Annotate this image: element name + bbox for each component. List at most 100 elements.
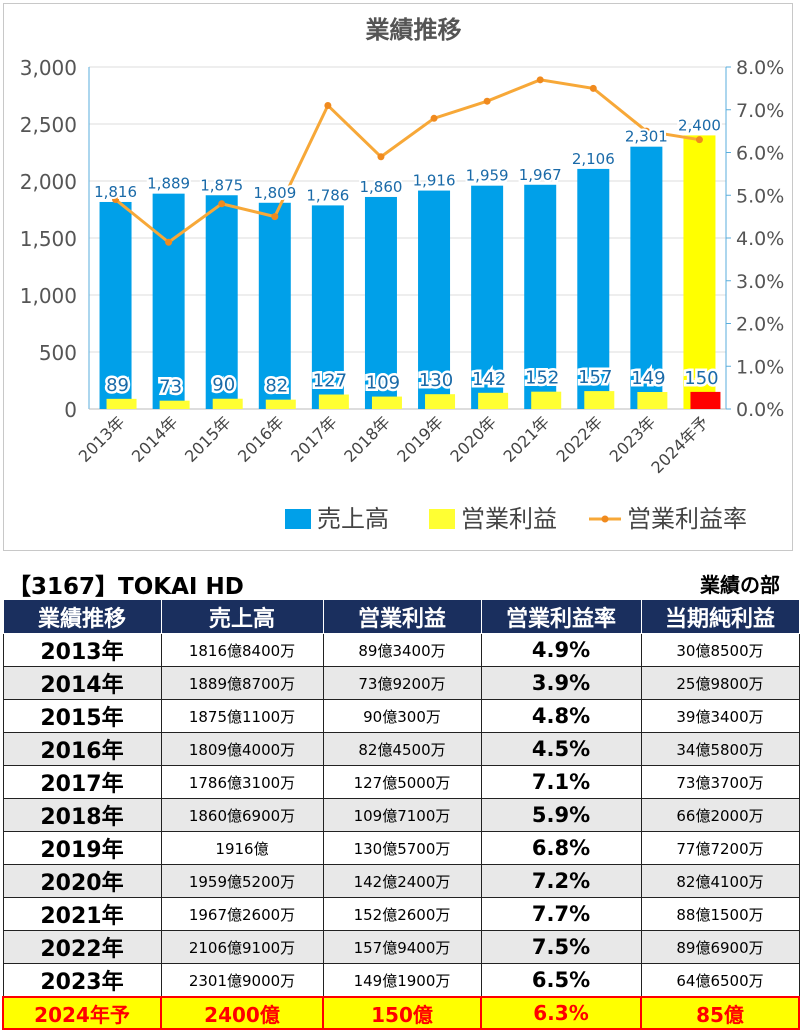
sales-bar: [364, 196, 397, 409]
margin-point: [218, 200, 226, 208]
x-tick-label: 2021年: [499, 412, 553, 466]
margin-point: [483, 97, 491, 105]
cell-operating-margin: 3.9%: [480, 666, 642, 700]
sales-label-halo: 2,301: [625, 128, 668, 146]
cell-year: 2022年: [2, 930, 162, 964]
profit-label-halo: 90: [212, 375, 235, 396]
sales-bar: [577, 168, 610, 409]
cell-operating-margin: 5.9%: [480, 798, 642, 832]
profit-bar: [478, 392, 509, 409]
cell-operating-margin: 4.9%: [480, 633, 642, 667]
x-tick-label: 2020年: [446, 412, 500, 466]
cell-operating-margin: 4.5%: [480, 732, 642, 766]
sales-label-halo: 1,816: [94, 183, 137, 201]
profit-label-halo: 109: [366, 373, 400, 394]
cell-operating-profit: 130億5700万: [322, 831, 482, 865]
y-left-tick-label: 0: [64, 398, 77, 422]
x-tick-label: 2022年: [553, 412, 607, 466]
sales-data-label: 1,809: [253, 184, 296, 202]
cell-net-income: 73億3700万: [640, 765, 800, 799]
profit-bar: [265, 399, 296, 409]
cell-sales: 1786億3100万: [160, 765, 324, 799]
margin-point: [112, 196, 120, 204]
margin-point: [271, 213, 279, 221]
cell-sales: 1967億2600万: [160, 897, 324, 931]
sales-bar: [524, 184, 557, 409]
header-operating-margin: 営業利益率: [480, 599, 642, 634]
cell-year: 2013年: [2, 633, 162, 667]
margin-point: [165, 238, 173, 246]
cell-operating-margin: 6.8%: [480, 831, 642, 865]
cell-sales: 2301億9000万: [160, 963, 324, 998]
header-period: 業績推移: [2, 599, 162, 634]
sales-data-label: 2,301: [625, 128, 668, 146]
legend-swatch-sales: [285, 509, 311, 529]
table-row: 2023年 2301億9000万 149億1900万 6.5% 64億6500万: [2, 963, 800, 998]
margin-point: [536, 76, 544, 84]
cell-sales: 1816億8400万: [160, 633, 324, 667]
profit-data-label: 90: [212, 375, 235, 396]
chart-panel: 業績推移 0 500 1,000 1,500 2,000 2,500 3,000 0.0% 1.0…: [3, 3, 793, 551]
cell-net-income: 82億4100万: [640, 864, 800, 898]
y-right-tick-label: 1.0%: [736, 356, 784, 378]
x-tick-label: 2019年: [393, 412, 447, 466]
forecast-cell-net-income: 85億: [640, 996, 800, 1030]
y-right-tick-label: 8.0%: [736, 57, 784, 79]
cell-operating-profit: 109億7100万: [322, 798, 482, 832]
y-right-tick-label: 6.0%: [736, 143, 784, 165]
y-right-tick-label: 4.0%: [736, 228, 784, 250]
sales-bar: [418, 190, 451, 409]
cell-net-income: 64億6500万: [640, 963, 800, 998]
sales-label-halo: 1,786: [306, 186, 349, 204]
cell-net-income: 77億7200万: [640, 831, 800, 865]
cell-operating-profit: 82億4500万: [322, 732, 482, 766]
sales-data-label: 1,959: [466, 167, 509, 185]
cell-sales: 1875億1100万: [160, 699, 324, 733]
table-title: 【3167】TOKAI HD: [8, 574, 244, 600]
chart-title: 業績推移: [366, 16, 462, 44]
margin-point: [430, 114, 438, 122]
profit-data-label: 109: [366, 373, 400, 394]
sales-label-halo: 1,967: [519, 166, 562, 184]
sales-data-label: 2,106: [572, 150, 615, 168]
cell-year: 2018年: [2, 798, 162, 832]
forecast-row: 2024年予 2400億 150億 6.3% 85億: [2, 996, 800, 1030]
table-row: 2018年 1860億6900万 109億7100万 5.9% 66億2000万: [2, 798, 800, 832]
sales-label-halo: 1,916: [413, 172, 456, 190]
cell-operating-margin: 7.2%: [480, 864, 642, 898]
profit-data-label: 82: [265, 376, 288, 397]
legend-swatch-margin-point: [601, 515, 609, 523]
cell-year: 2019年: [2, 831, 162, 865]
profit-label-halo: 127: [313, 371, 347, 392]
cell-operating-margin: 4.8%: [480, 699, 642, 733]
y-left-tick-label: 1,000: [20, 284, 77, 308]
sales-bar: [152, 193, 185, 409]
sales-label-halo: 1,889: [147, 175, 190, 193]
profit-data-label: 150: [684, 368, 718, 389]
sales-bar: [258, 202, 291, 409]
sales-data-label: 1,816: [94, 183, 137, 201]
cell-year: 2020年: [2, 864, 162, 898]
y-left-tick-label: 2,000: [20, 170, 77, 194]
cell-year: 2023年: [2, 963, 162, 998]
profit-bar: [425, 394, 456, 409]
section-label: 業績の部: [700, 573, 780, 597]
profit-bar: [531, 391, 562, 409]
margin-point: [377, 153, 385, 161]
performance-chart: 業績推移 0 500 1,000 1,500 2,000 2,500 3,000 0.0% 1.0…: [20, 16, 785, 533]
profit-bar: [106, 398, 137, 409]
legend-swatch-profit: [429, 509, 455, 529]
sales-bar: [99, 201, 132, 409]
profit-label-halo: 152: [525, 368, 559, 389]
profit-bar: [159, 400, 190, 409]
y-left-tick-label: 2,500: [20, 113, 77, 137]
cell-net-income: 39億3400万: [640, 699, 800, 733]
sales-label-halo: 1,959: [466, 167, 509, 185]
profit-label-halo: 89: [106, 375, 129, 396]
cell-operating-profit: 142億2400万: [322, 864, 482, 898]
cell-net-income: 89億6900万: [640, 930, 800, 964]
cell-sales: 1916億: [160, 831, 324, 865]
y-right-tick-label: 3.0%: [736, 271, 784, 293]
margin-point: [324, 101, 332, 109]
profit-label-halo: 73: [159, 377, 182, 398]
